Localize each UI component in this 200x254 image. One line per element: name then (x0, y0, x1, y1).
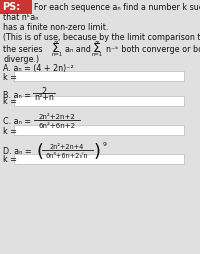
Text: that nᵏaₙ: that nᵏaₙ (3, 13, 38, 22)
Text: 6n³+6n+2√n: 6n³+6n+2√n (46, 152, 88, 158)
FancyBboxPatch shape (14, 72, 184, 82)
Text: k =: k = (3, 97, 17, 106)
Text: 9: 9 (103, 141, 107, 146)
Text: D. aₙ =: D. aₙ = (3, 147, 32, 156)
Text: (This is of use, because by the limit comparison test: (This is of use, because by the limit co… (3, 32, 200, 41)
FancyBboxPatch shape (0, 0, 32, 15)
Text: k =: k = (3, 155, 17, 164)
Text: 2: 2 (41, 86, 47, 95)
FancyBboxPatch shape (14, 154, 184, 164)
Text: n=1: n=1 (51, 52, 62, 57)
Text: A. aₙ = (4 + 2n)⁻²: A. aₙ = (4 + 2n)⁻² (3, 64, 74, 73)
Text: aₙ and: aₙ and (65, 44, 91, 53)
Text: n²+n: n²+n (34, 93, 54, 102)
Text: Σ: Σ (93, 41, 101, 54)
Text: (: ( (36, 142, 43, 160)
Text: PS:: PS: (2, 3, 20, 12)
Text: has a finite non-zero limit.: has a finite non-zero limit. (3, 23, 108, 32)
Text: n⁻ᵏ both converge or both: n⁻ᵏ both converge or both (106, 44, 200, 53)
Text: n=1: n=1 (92, 52, 103, 57)
Text: B. aₙ =: B. aₙ = (3, 90, 31, 99)
Text: 2n²+2n+4: 2n²+2n+4 (50, 144, 84, 149)
Text: ∞: ∞ (94, 39, 99, 44)
Text: ∞: ∞ (53, 39, 58, 44)
Text: C. aₙ =: C. aₙ = (3, 117, 31, 126)
Text: ): ) (94, 142, 101, 160)
Text: Σ: Σ (52, 41, 60, 54)
Text: the series: the series (3, 44, 42, 53)
Text: For each sequence aₙ find a number k such: For each sequence aₙ find a number k suc… (34, 3, 200, 11)
Text: k =: k = (3, 72, 17, 81)
Text: diverge.): diverge.) (3, 54, 39, 63)
Text: 6n²+6n+2: 6n²+6n+2 (38, 122, 76, 129)
FancyBboxPatch shape (14, 97, 184, 107)
Text: 2n²+2n+2: 2n²+2n+2 (39, 114, 75, 120)
FancyBboxPatch shape (14, 125, 184, 135)
Text: k =: k = (3, 126, 17, 135)
